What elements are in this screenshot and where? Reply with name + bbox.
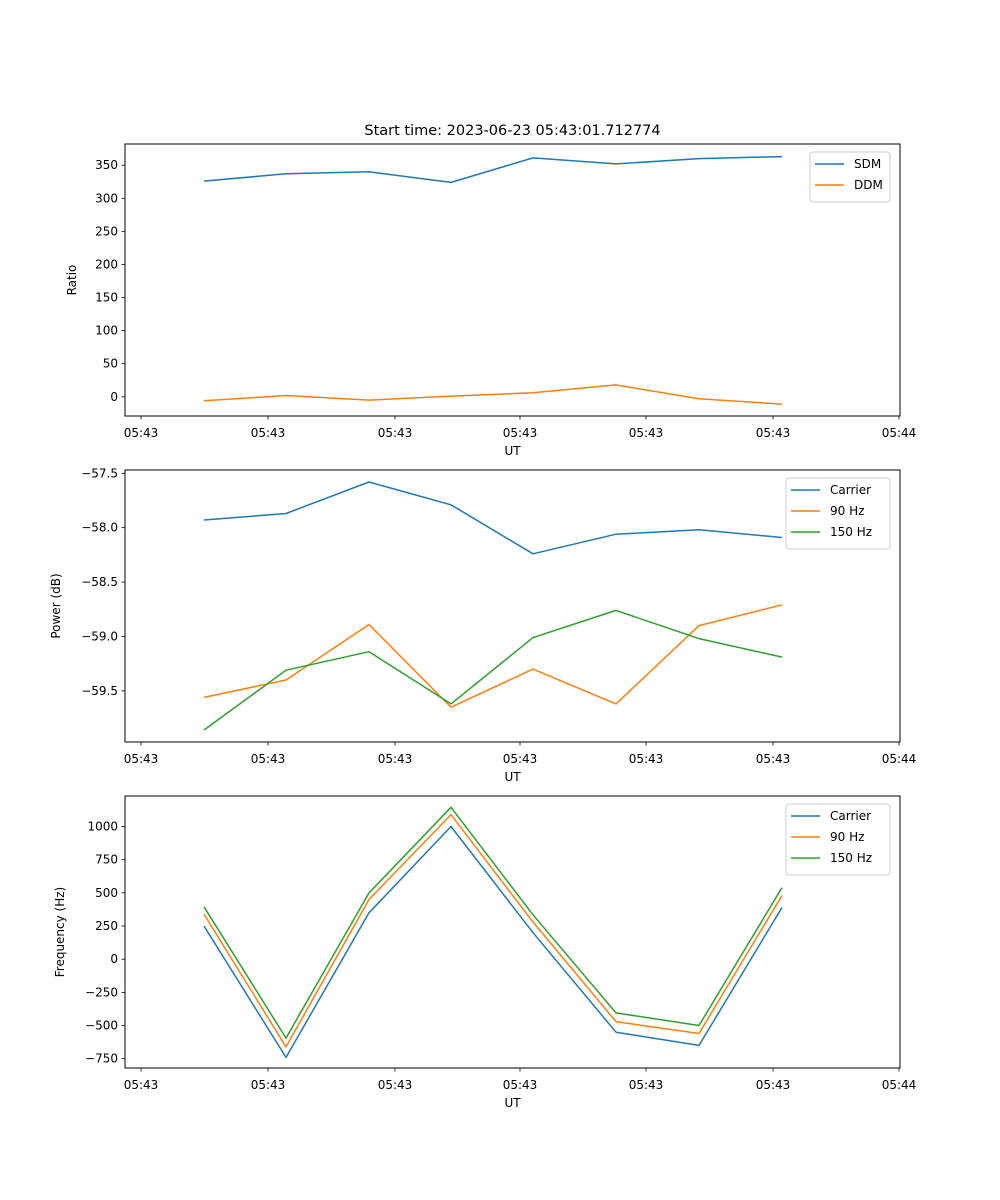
y-tick-label: 250 [95, 224, 118, 238]
legend-label: SDM [854, 157, 881, 171]
x-tick-label: 05:43 [503, 426, 538, 440]
y-tick-label: 750 [95, 853, 118, 867]
y-tick-label: −57.5 [81, 466, 118, 480]
x-axis-label: UT [504, 1096, 521, 1110]
legend-label: 90 Hz [830, 504, 864, 518]
x-tick-label: 05:43 [124, 1078, 159, 1092]
x-tick-label: 05:44 [882, 426, 917, 440]
x-tick-label: 05:43 [629, 426, 664, 440]
series-line-sdm [203, 155, 783, 184]
y-tick-label: 250 [95, 919, 118, 933]
legend: SDM DDM [809, 151, 891, 203]
x-tick-label: 05:43 [756, 752, 791, 766]
y-tick-label: 50 [103, 357, 118, 371]
y-tick-label: 500 [95, 886, 118, 900]
legend-label: 150 Hz [830, 851, 872, 865]
plot-frame [124, 795, 901, 1069]
y-tick-label: 1000 [87, 820, 118, 834]
series-line-90-hz [203, 604, 783, 708]
legend-label: 150 Hz [830, 525, 872, 539]
x-tick-label: 05:43 [124, 426, 159, 440]
ratio-subplot: 0 50 100 150 200 250 300 350 05:43 05:43 05:43 05:4… [65, 143, 917, 458]
x-axis-label: UT [504, 770, 521, 784]
x-tick-label: 05:43 [756, 1078, 791, 1092]
legend-label: DDM [854, 178, 883, 192]
series-line-150-hz [203, 609, 783, 731]
y-tick-label: 150 [95, 291, 118, 305]
legend-label: 90 Hz [830, 830, 864, 844]
series-line-150-hz [203, 806, 783, 1039]
x-tick-label: 05:43 [251, 426, 286, 440]
x-tick-label: 05:43 [378, 1078, 413, 1092]
y-tick-label: −58.0 [81, 521, 118, 535]
figure-title: Start time: 2023-06-23 05:43:01.712774 [364, 123, 660, 139]
y-tick-label: −59.0 [81, 629, 118, 643]
x-tick-label: 05:43 [503, 1078, 538, 1092]
y-axis-label: Ratio [65, 265, 79, 296]
y-tick-label: 0 [110, 952, 118, 966]
x-tick-label: 05:43 [503, 752, 538, 766]
series-line-carrier [203, 481, 783, 555]
y-tick-label: −500 [85, 1019, 118, 1033]
frequency-subplot: −750 −500 −250 0 250 500 750 1000 05:43 05:43 05:4… [53, 795, 917, 1110]
series-line-ddm [203, 384, 783, 405]
y-tick-label: −750 [85, 1052, 118, 1066]
power-subplot: −59.5 −59.0 −58.5 −58.0 −57.5 05:43 05:43 05:43… [49, 466, 916, 784]
x-tick-label: 05:43 [124, 752, 159, 766]
x-tick-label: 05:43 [629, 752, 664, 766]
y-tick-label: −59.5 [81, 684, 118, 698]
legend: Carrier 90 Hz 150 Hz [785, 477, 891, 550]
x-axis-label: UT [504, 444, 521, 458]
series-line-carrier [203, 825, 783, 1059]
y-tick-label: 200 [95, 257, 118, 271]
y-tick-label: 0 [110, 390, 118, 404]
x-tick-label: 05:43 [378, 426, 413, 440]
y-axis-label: Power (dB) [49, 573, 63, 638]
x-tick-label: 05:44 [882, 1078, 917, 1092]
plot-frame [124, 469, 901, 743]
plot-frame [124, 143, 901, 417]
legend-label: Carrier [830, 809, 871, 823]
y-tick-label: −250 [85, 985, 118, 999]
x-tick-label: 05:43 [251, 752, 286, 766]
y-tick-label: 300 [95, 191, 118, 205]
series-line-90-hz [203, 813, 783, 1048]
x-tick-label: 05:43 [756, 426, 791, 440]
legend: Carrier 90 Hz 150 Hz [785, 803, 891, 876]
y-tick-label: −58.5 [81, 575, 118, 589]
y-tick-label: 100 [95, 324, 118, 338]
y-axis-label: Frequency (Hz) [53, 887, 67, 978]
x-tick-label: 05:44 [882, 752, 917, 766]
x-tick-label: 05:43 [251, 1078, 286, 1092]
x-tick-label: 05:43 [629, 1078, 664, 1092]
x-tick-label: 05:43 [378, 752, 413, 766]
legend-label: Carrier [830, 483, 871, 497]
y-tick-label: 350 [95, 158, 118, 172]
